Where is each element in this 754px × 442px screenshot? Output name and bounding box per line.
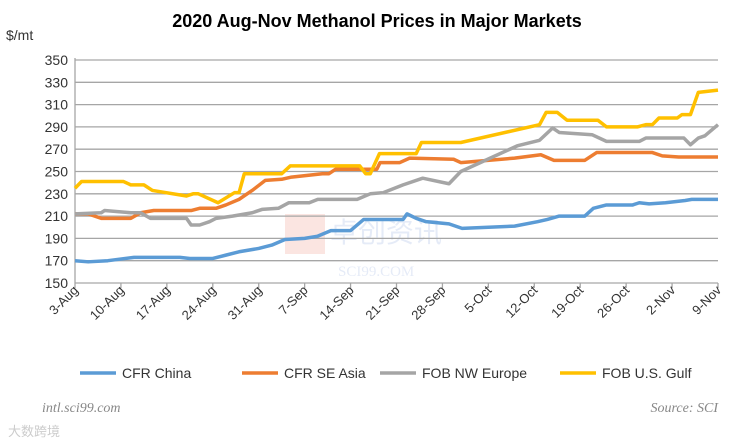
y-tick-label: 170 bbox=[45, 253, 69, 269]
legend-label: CFR China bbox=[122, 365, 191, 381]
legend-label: FOB NW Europe bbox=[422, 365, 527, 381]
x-tick-label: 7-Sep bbox=[276, 283, 311, 318]
x-tick-label: 21-Sep bbox=[362, 283, 402, 323]
x-tick-label: 31-Aug bbox=[225, 283, 265, 323]
watermark-sub: SCI99.COM bbox=[338, 264, 414, 280]
series-line-cfr-se-asia bbox=[75, 150, 718, 221]
series-line-fob-u-s-gulf bbox=[73, 88, 719, 205]
y-tick-label: 250 bbox=[45, 164, 69, 180]
y-tick-label: 190 bbox=[45, 230, 69, 246]
corner-watermark: 大数跨境 bbox=[8, 425, 60, 440]
x-tick-label: 12-Oct bbox=[502, 282, 540, 320]
x-tick-label: 17-Aug bbox=[133, 283, 173, 323]
legend-label: FOB U.S. Gulf bbox=[602, 365, 692, 381]
watermark: 卓创资讯 SCI99.COM bbox=[285, 214, 442, 280]
legend-label: CFR SE Asia bbox=[284, 365, 366, 381]
x-tick-label: 2-Nov bbox=[643, 282, 678, 317]
y-tick-label: 310 bbox=[45, 97, 69, 113]
x-tick-label: 5-Oct bbox=[461, 282, 494, 315]
y-tick-label: 350 bbox=[45, 52, 69, 68]
x-tick-label: 10-Aug bbox=[87, 283, 127, 323]
watermark-logo bbox=[285, 214, 325, 254]
y-tick-label: 270 bbox=[45, 141, 69, 157]
series-line-fob-nw-europe bbox=[74, 123, 720, 227]
x-tick-label: 14-Sep bbox=[316, 283, 356, 323]
x-tick-label: 28-Sep bbox=[408, 283, 448, 323]
y-tick-label: 150 bbox=[45, 275, 69, 291]
series-line-cfr-china bbox=[74, 197, 718, 264]
x-tick-label: 19-Oct bbox=[548, 282, 586, 320]
footer-website: intl.sci99.com bbox=[42, 401, 121, 416]
y-tick-label: 330 bbox=[45, 74, 69, 90]
y-tick-label: 210 bbox=[45, 208, 69, 224]
chart-title: 2020 Aug-Nov Methanol Prices in Major Ma… bbox=[172, 11, 581, 31]
footer-source: Source: SCI bbox=[650, 401, 719, 416]
y-tick-label: 290 bbox=[45, 119, 69, 135]
x-tick-label: 9-Nov bbox=[689, 282, 724, 317]
x-tick-label: 24-Aug bbox=[179, 283, 219, 323]
x-tick-label: 26-Oct bbox=[594, 282, 632, 320]
y-tick-label: 230 bbox=[45, 186, 69, 202]
y-axis-label: $/mt bbox=[6, 27, 33, 43]
